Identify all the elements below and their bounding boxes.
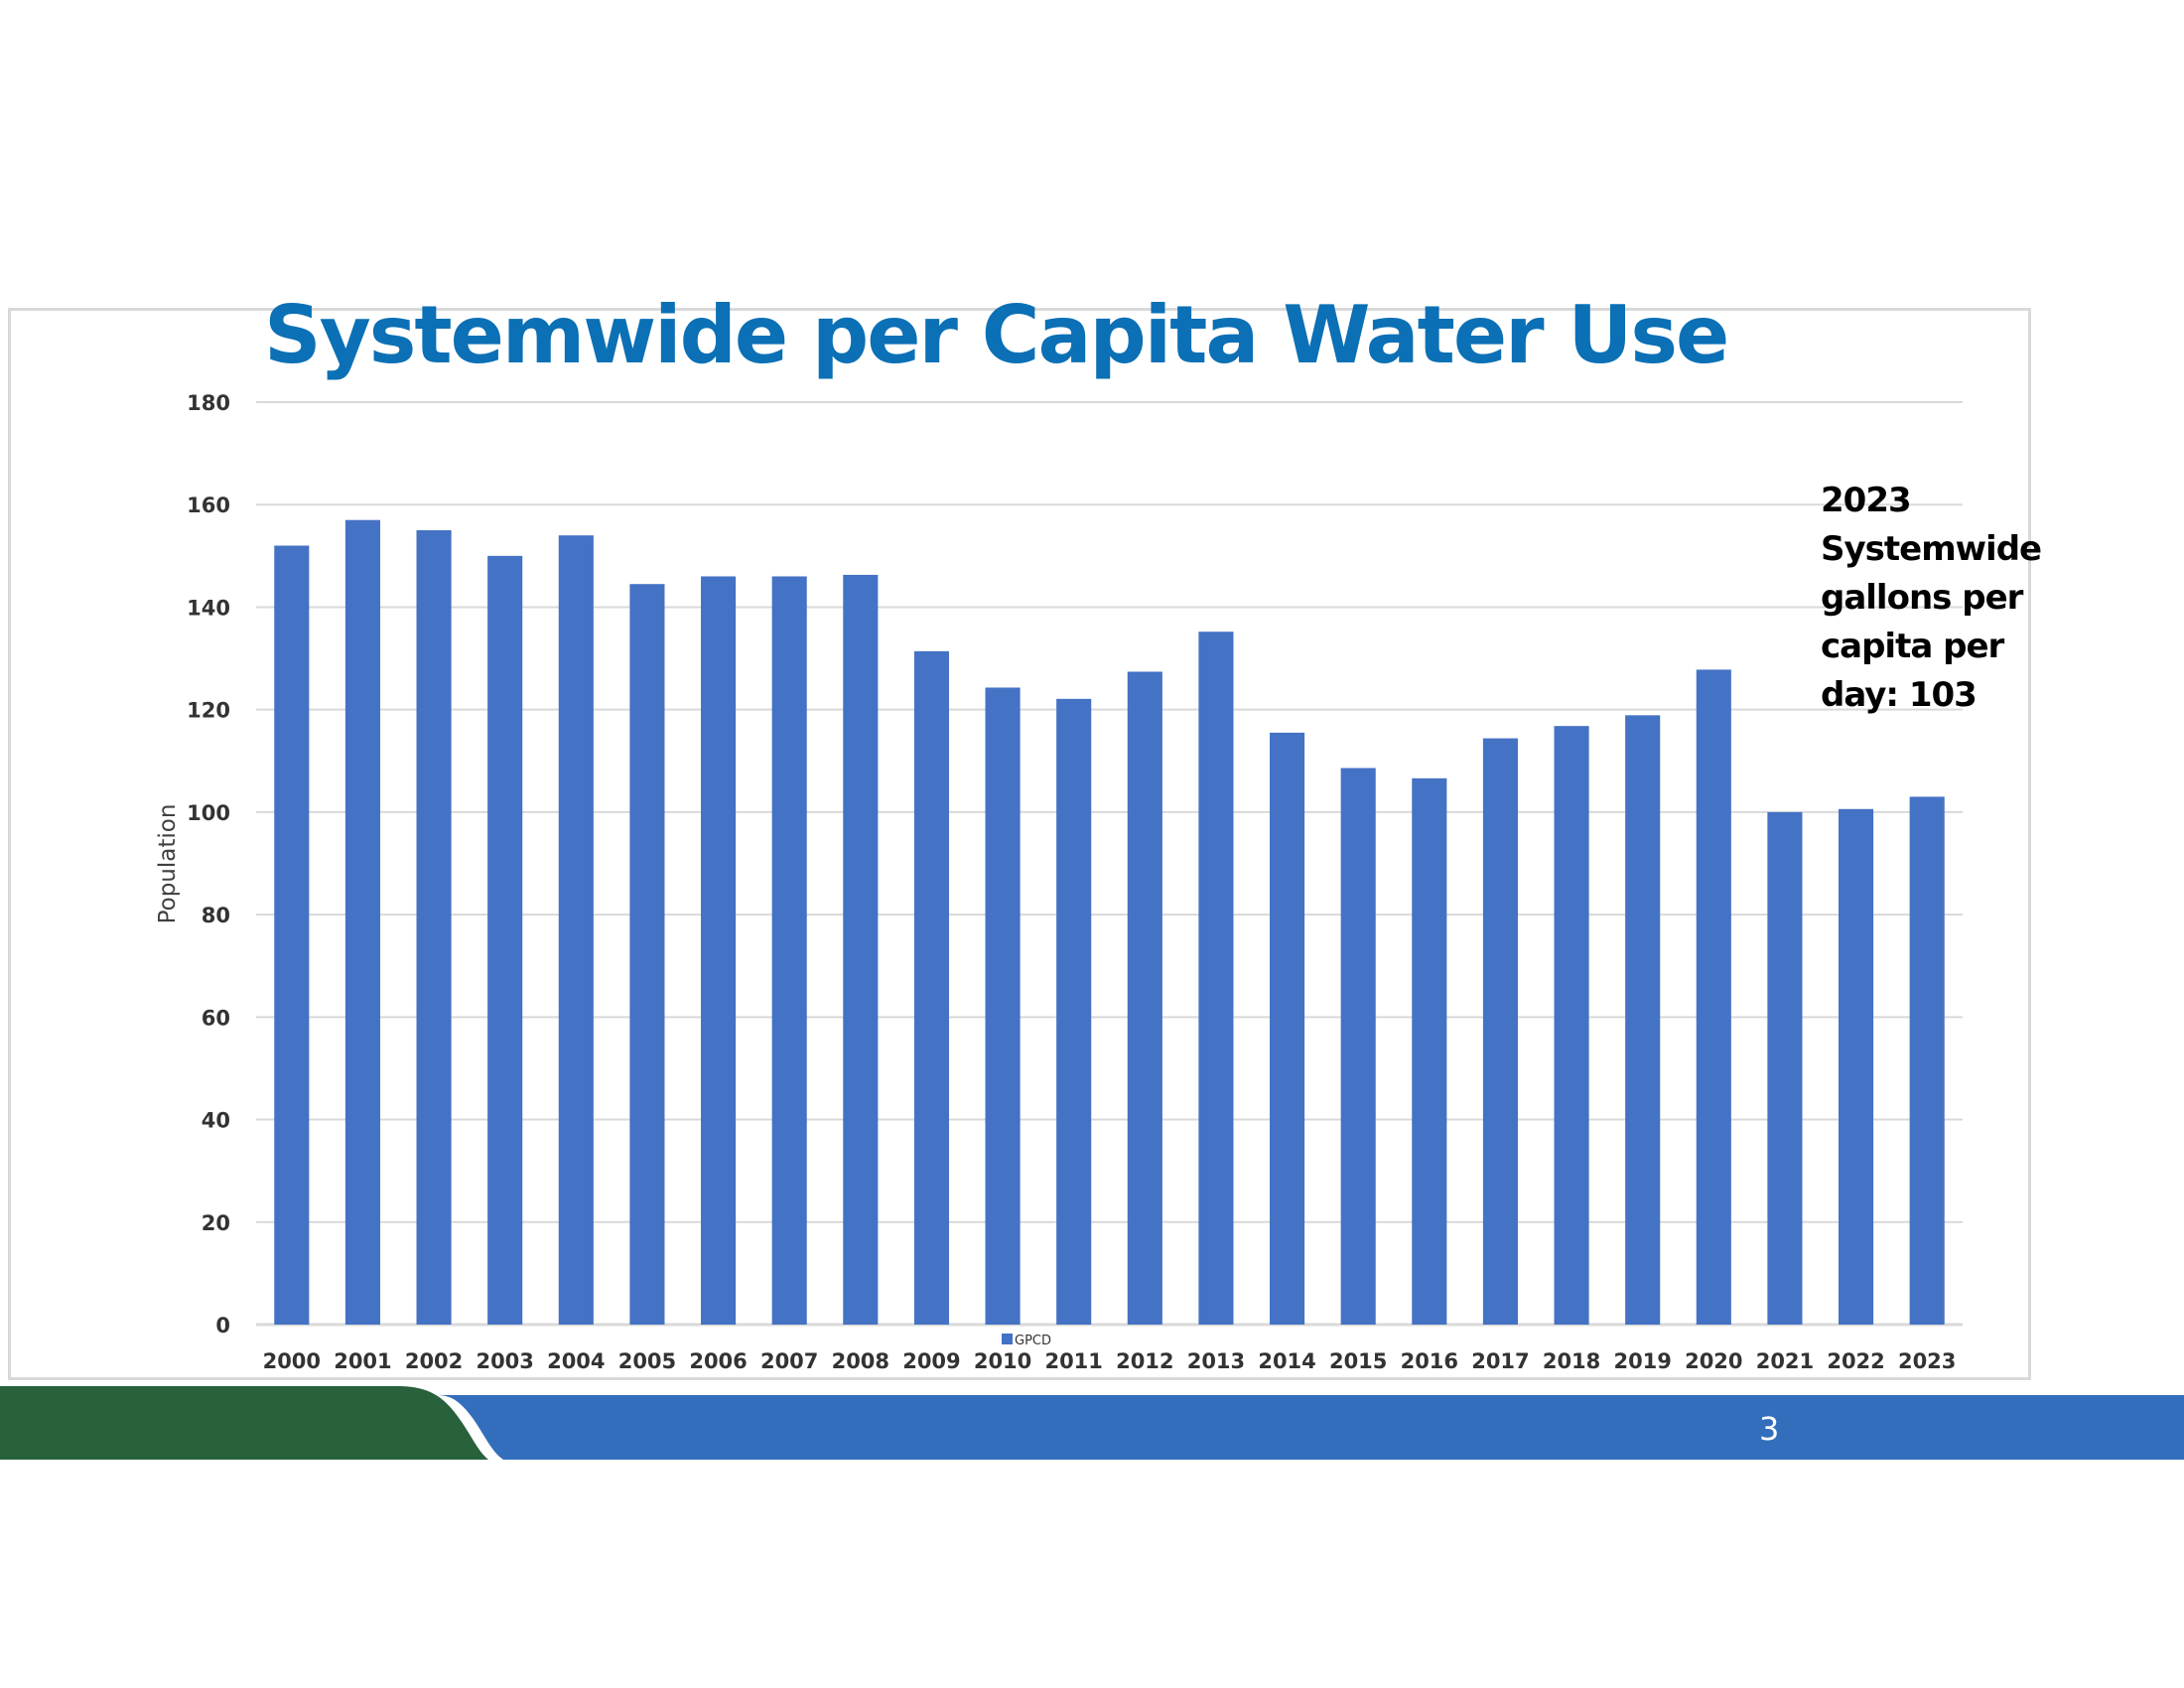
y-tick-label: 100: [187, 801, 230, 825]
x-tick-label: 2010: [974, 1349, 1031, 1373]
footer-band: [0, 1386, 2184, 1460]
y-tick-label: 160: [187, 493, 230, 517]
x-tick-label: 2002: [405, 1349, 463, 1373]
y-tick-label: 60: [202, 1006, 230, 1030]
x-tick-label: 2014: [1258, 1349, 1315, 1373]
annotation-2023-gpcd: 2023 Systemwide gallons per capita per d…: [1821, 481, 2042, 715]
legend: GPCD: [1002, 1334, 1051, 1348]
bar-2000: [274, 545, 310, 1325]
bar-2020: [1696, 669, 1731, 1325]
y-tick-label: 0: [215, 1314, 230, 1337]
bar-2004: [558, 535, 594, 1325]
y-tick-label: 140: [187, 596, 230, 620]
y-tick-label: 120: [187, 699, 230, 723]
bar-2002: [416, 530, 452, 1325]
x-tick-label: 2007: [760, 1349, 818, 1373]
footer-blue-shape: [437, 1395, 2184, 1460]
x-tick-label: 2016: [1401, 1349, 1458, 1373]
bar-2013: [1198, 632, 1234, 1325]
y-axis-title: Population: [155, 804, 181, 924]
bar-2023: [1909, 796, 1945, 1325]
x-tick-label: 2021: [1756, 1349, 1814, 1373]
x-tick-label: 2015: [1329, 1349, 1387, 1373]
bar-2010: [985, 687, 1021, 1325]
bar-2018: [1554, 726, 1589, 1325]
y-tick-label: 180: [187, 391, 230, 415]
bar-2001: [344, 519, 380, 1325]
x-tick-label: 2019: [1613, 1349, 1671, 1373]
bar-2012: [1127, 671, 1162, 1325]
page-number: 3: [1759, 1410, 1780, 1448]
x-tick-label: 2012: [1116, 1349, 1173, 1373]
bar-2022: [1839, 808, 1874, 1325]
x-tick-label: 2005: [618, 1349, 676, 1373]
bar-2019: [1625, 715, 1661, 1325]
bar-2007: [771, 576, 807, 1325]
x-tick-label: 2018: [1543, 1349, 1600, 1373]
slide-title: Systemwide per Capita Water Use: [264, 289, 1729, 381]
x-tick-label: 2003: [476, 1349, 533, 1373]
x-tick-label: 2020: [1685, 1349, 1742, 1373]
x-tick-label: 2023: [1898, 1349, 1956, 1373]
bar-2017: [1482, 738, 1518, 1325]
legend-label-gpcd: GPCD: [1015, 1334, 1051, 1348]
bar-2014: [1270, 732, 1305, 1325]
y-axis-ticks: 0 20 40 60 80 100 120 140 160 180: [187, 391, 230, 1337]
x-tick-label: 2009: [902, 1349, 960, 1373]
bar-2005: [629, 584, 665, 1325]
legend-swatch-gpcd: [1002, 1334, 1013, 1344]
bar-2008: [843, 574, 879, 1325]
x-tick-label: 2001: [334, 1349, 391, 1373]
bar-2021: [1767, 811, 1803, 1325]
bar-2009: [913, 650, 949, 1325]
y-tick-label: 20: [202, 1211, 230, 1235]
x-tick-label: 2000: [263, 1349, 321, 1373]
gridlines: [256, 401, 1963, 1327]
bar-2006: [701, 576, 737, 1325]
x-tick-label: 2013: [1187, 1349, 1245, 1373]
bar-2015: [1340, 768, 1376, 1325]
bar-2016: [1412, 777, 1447, 1325]
footer-green-shape: [0, 1386, 488, 1460]
x-tick-label: 2004: [547, 1349, 605, 1373]
bar-2003: [487, 555, 523, 1325]
x-tick-label: 2008: [832, 1349, 889, 1373]
y-tick-label: 80: [202, 904, 230, 927]
x-tick-label: 2006: [689, 1349, 747, 1373]
x-tick-label: 2017: [1471, 1349, 1529, 1373]
bars: [274, 519, 1945, 1325]
x-tick-label: 2022: [1827, 1349, 1884, 1373]
x-tick-label: 2011: [1044, 1349, 1102, 1373]
x-axis-ticks: 2000 2001 2002 2003 2004 2005 2006 2007 2008 2009…: [263, 1349, 1957, 1373]
bar-2011: [1056, 698, 1092, 1325]
y-tick-label: 40: [202, 1109, 230, 1133]
